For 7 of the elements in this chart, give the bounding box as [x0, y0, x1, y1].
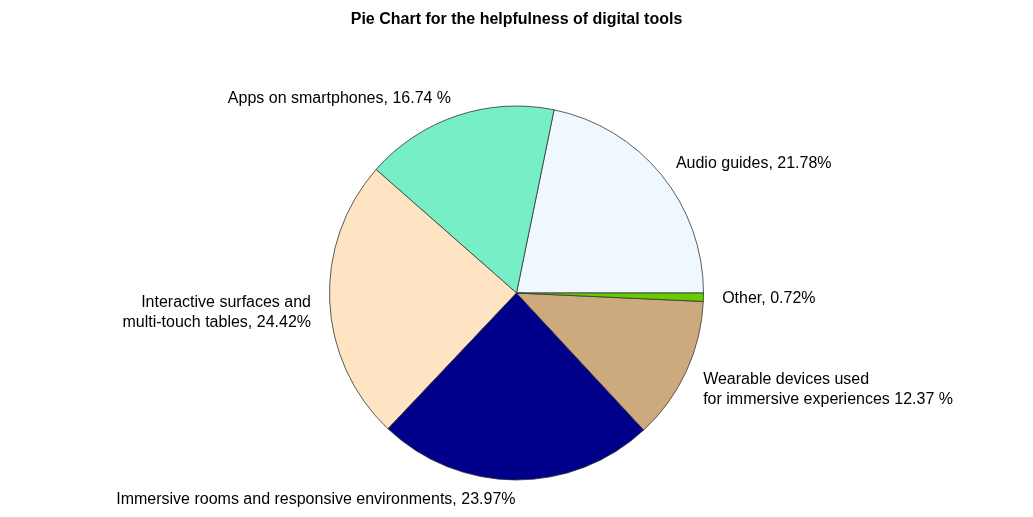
- slice-label: Apps on smartphones, 16.74 %: [227, 88, 452, 106]
- slice-label: Wearable devices used for immersive experiences 12.37 %: [703, 370, 954, 408]
- chart-title: Pie Chart for the helpfulness of digital tools: [350, 10, 683, 27]
- slice-label: Other, 0.72%: [722, 288, 816, 306]
- slice-label: Interactive surfaces and multi-touch tables, 24.42%: [122, 293, 312, 331]
- slice-label: Audio guides, 21.78%: [675, 153, 832, 171]
- slice-label: Immersive rooms and responsive environments, 23.97%: [116, 489, 516, 507]
